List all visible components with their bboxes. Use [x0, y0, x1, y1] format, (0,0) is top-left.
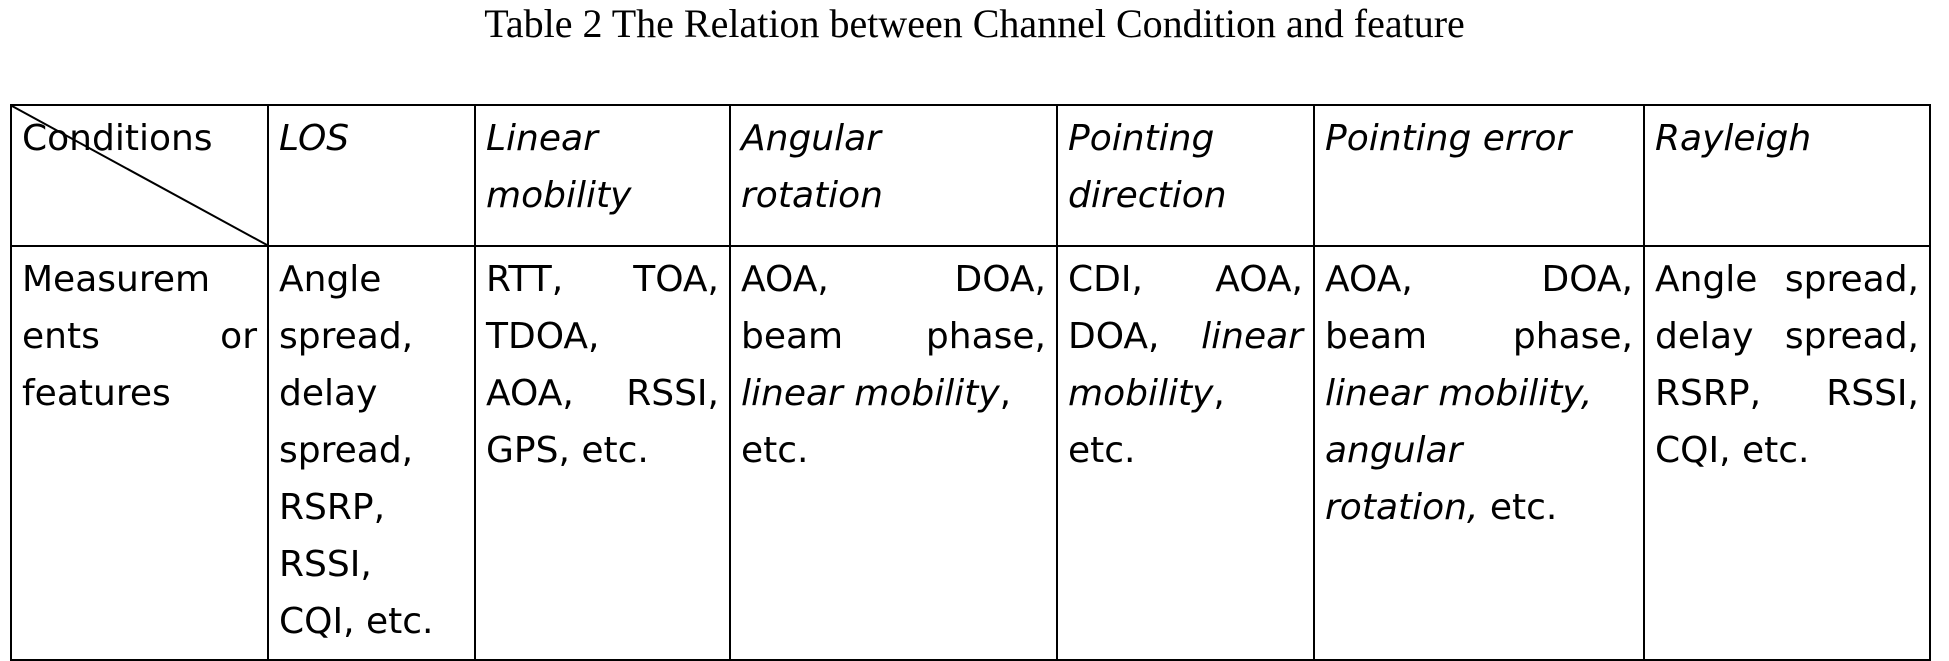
cell-pointdir-line1: CDI, AOA,: [1068, 251, 1303, 308]
cell-rayleigh-spread2: spread,: [1785, 308, 1919, 365]
cell-pointing-error: AOA, DOA, beam phase, linear mobility, a…: [1314, 246, 1644, 660]
cell-linear-line1: RTT, TOA,: [486, 251, 719, 308]
cell-angular-doa: DOA,: [955, 251, 1047, 308]
cell-pointerr-line5: rotation, etc.: [1325, 479, 1633, 536]
header-rayleigh-label: Rayleigh: [1655, 110, 1919, 167]
cell-pointerr-line4: angular: [1325, 422, 1633, 479]
header-los: LOS: [268, 105, 475, 246]
cell-rayleigh-line1: Angle spread,: [1655, 251, 1919, 308]
cell-angular-aoa: AOA,: [741, 251, 829, 308]
header-pointing-error: Pointing error: [1314, 105, 1644, 246]
cell-angular-beam: beam: [741, 308, 843, 365]
header-pointing-direction-line2: direction: [1068, 167, 1303, 224]
cell-pointdir-doa: DOA,: [1068, 308, 1160, 365]
cell-linear-rssi: RSSI,: [626, 365, 719, 422]
cell-pointdir-line4: etc.: [1068, 422, 1303, 479]
cell-pointerr-line2: beam phase,: [1325, 308, 1633, 365]
cell-pointdir-line3: mobility,: [1068, 365, 1303, 422]
cell-los: Angle spread, delay spread, RSRP, RSSI, …: [268, 246, 475, 660]
cell-los-line3: delay: [279, 365, 464, 422]
cell-rayleigh-angle: Angle: [1655, 251, 1757, 308]
header-angular-rotation-line2: rotation: [741, 167, 1046, 224]
cell-pointdir-line2: DOA, linear: [1068, 308, 1303, 365]
header-linear-mobility-line2: mobility: [486, 167, 719, 224]
cell-rayleigh-delay: delay: [1655, 308, 1753, 365]
cell-linear-line2: TDOA,: [486, 308, 719, 365]
cell-linear-rtt: RTT,: [486, 251, 563, 308]
cell-angular-line2: beam phase,: [741, 308, 1046, 365]
cell-los-line4: spread,: [279, 422, 464, 479]
row-label-line1: Measurem: [22, 251, 257, 308]
cell-angular-line4: etc.: [741, 422, 1046, 479]
cell-rayleigh-spread1: spread,: [1785, 251, 1919, 308]
header-rayleigh: Rayleigh: [1644, 105, 1930, 246]
row-label-word-ents: ents: [22, 308, 100, 365]
cell-rayleigh-rsrp: RSRP,: [1655, 365, 1761, 422]
header-pointing-direction: Pointing direction: [1057, 105, 1314, 246]
cell-pointerr-beam: beam: [1325, 308, 1427, 365]
diagonal-divider: [12, 106, 267, 245]
cell-los-line6: RSSI,: [279, 536, 464, 593]
cell-pointerr-line3: linear mobility,: [1325, 365, 1633, 422]
cell-rayleigh-line2: delay spread,: [1655, 308, 1919, 365]
cell-pointerr-etc: etc.: [1478, 487, 1557, 528]
header-angular-rotation-line1: Angular: [741, 110, 1046, 167]
cell-pointerr-line1: AOA, DOA,: [1325, 251, 1633, 308]
cell-rayleigh: Angle spread, delay spread, RSRP, RSSI, …: [1644, 246, 1930, 660]
cell-pointing-direction: CDI, AOA, DOA, linear mobility, etc.: [1057, 246, 1314, 660]
cell-pointerr-phase: phase,: [1513, 308, 1633, 365]
cell-linear-line3: AOA, RSSI,: [486, 365, 719, 422]
cell-pointerr-aoa: AOA,: [1325, 251, 1413, 308]
cell-angular-line1: AOA, DOA,: [741, 251, 1046, 308]
cell-pointdir-cdi: CDI,: [1068, 251, 1143, 308]
cell-angular-comma: ,: [1000, 373, 1011, 414]
header-linear-mobility: Linear mobility: [475, 105, 730, 246]
table-caption: Table 2 The Relation between Channel Con…: [0, 0, 1949, 48]
cell-angular-phase: phase,: [926, 308, 1046, 365]
cell-los-line7: CQI, etc.: [279, 593, 464, 650]
cell-angular-line3: linear mobility,: [741, 365, 1046, 422]
cell-rayleigh-line4: CQI, etc.: [1655, 422, 1919, 479]
cell-los-line2: spread,: [279, 308, 464, 365]
header-row: Conditions LOS Linear mobility Angular r…: [11, 105, 1930, 246]
cell-angular-linear-mobility: linear mobility: [741, 373, 1000, 414]
condition-feature-table: Conditions LOS Linear mobility Angular r…: [10, 104, 1931, 661]
header-pointing-direction-line1: Pointing: [1068, 110, 1303, 167]
cell-pointdir-aoa: AOA,: [1215, 251, 1303, 308]
row-label-word-or: or: [220, 308, 257, 365]
cell-linear-mobility: RTT, TOA, TDOA, AOA, RSSI, GPS, etc.: [475, 246, 730, 660]
corner-header-cell: Conditions: [11, 105, 268, 246]
row-label-line2: ents or: [22, 308, 257, 365]
cell-linear-line4: GPS, etc.: [486, 422, 719, 479]
cell-los-line1: Angle: [279, 251, 464, 308]
cell-linear-toa: TOA,: [633, 251, 719, 308]
cell-rayleigh-line3: RSRP, RSSI,: [1655, 365, 1919, 422]
table-row: Measurem ents or features Angle spread, …: [11, 246, 1930, 660]
cell-angular-rotation: AOA, DOA, beam phase, linear mobility, e…: [730, 246, 1057, 660]
cell-pointdir-comma: ,: [1213, 373, 1224, 414]
cell-pointerr-doa: DOA,: [1542, 251, 1634, 308]
header-linear-mobility-line1: Linear: [486, 110, 719, 167]
cell-linear-aoa: AOA,: [486, 365, 574, 422]
row-label-line3: features: [22, 365, 257, 422]
header-pointing-error-label: Pointing error: [1325, 110, 1633, 167]
cell-pointdir-mobility: mobility: [1068, 373, 1213, 414]
cell-los-line5: RSRP,: [279, 479, 464, 536]
cell-pointerr-rotation: rotation,: [1325, 487, 1478, 528]
header-angular-rotation: Angular rotation: [730, 105, 1057, 246]
row-label-cell: Measurem ents or features: [11, 246, 268, 660]
cell-rayleigh-rssi: RSSI,: [1826, 365, 1919, 422]
header-los-label: LOS: [279, 110, 464, 167]
cell-pointdir-linear: linear: [1201, 308, 1303, 365]
